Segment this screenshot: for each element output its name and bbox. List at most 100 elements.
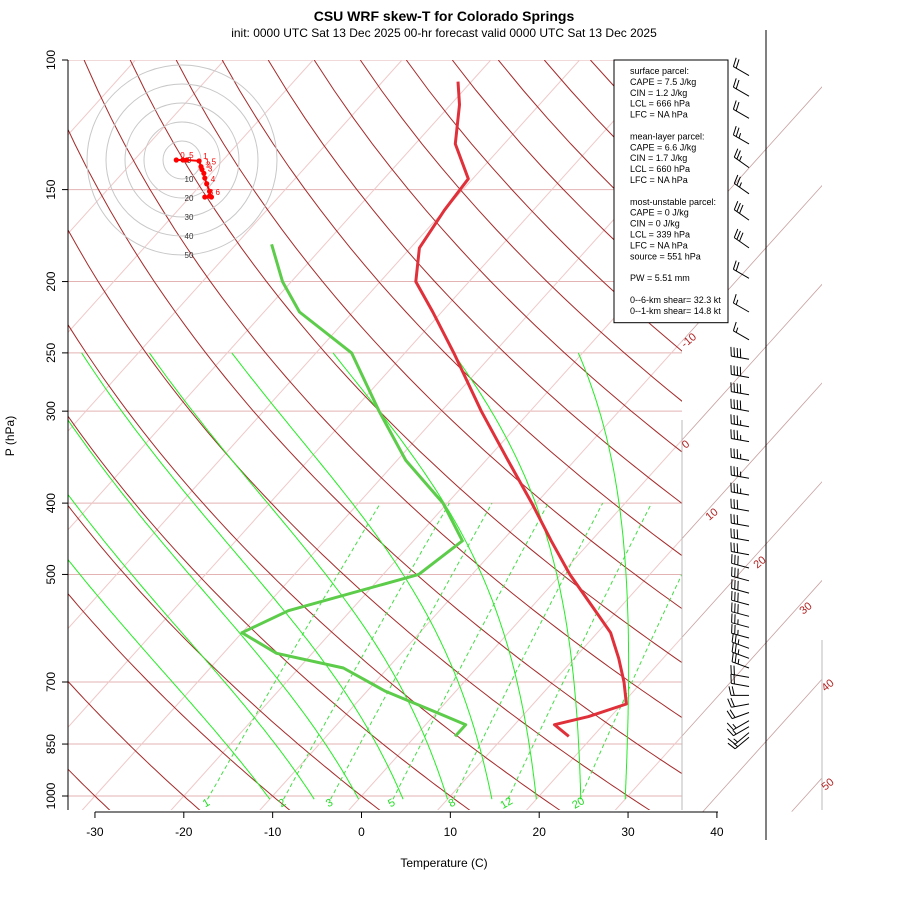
y-tick-label: 200 — [44, 271, 58, 291]
x-axis-label: Temperature (C) — [400, 856, 487, 870]
wind-barb — [730, 674, 750, 687]
isotherm-line — [348, 439, 682, 810]
dry-adiabat — [867, 60, 900, 812]
x-tick-label: 30 — [621, 825, 635, 839]
dry-adiabat — [68, 504, 381, 810]
wind-barb — [732, 125, 750, 145]
wind-barb — [731, 642, 750, 659]
hodograph-ring-label: 10 — [185, 175, 194, 184]
parcel-info-line: CIN = 0 J/kg — [630, 219, 680, 229]
mixing-ratio-label: 2 — [277, 797, 288, 810]
mixing-ratio-line — [283, 502, 450, 800]
isotherm-line — [614, 735, 682, 810]
moist-adiabats — [68, 352, 630, 800]
parcel-info-line: PW = 5.51 mm — [630, 273, 690, 283]
moist-adiabat — [452, 352, 582, 800]
y-tick-label: 250 — [44, 343, 58, 363]
wind-barb — [730, 498, 750, 512]
dry-adiabat — [267, 60, 682, 505]
dry-adiabat — [83, 60, 682, 719]
dry-adiabat — [68, 128, 682, 775]
isotherms — [68, 60, 682, 810]
hodograph-ring — [86, 64, 278, 256]
wind-barb — [733, 174, 750, 195]
x-tick-label: 40 — [710, 825, 724, 839]
mixing-ratio-label: 5 — [386, 797, 397, 810]
wind-barb — [731, 632, 750, 649]
x-tick-label: 10 — [444, 825, 458, 839]
wind-barb — [728, 686, 749, 696]
hodograph-point — [180, 157, 186, 163]
wind-barb — [732, 78, 750, 97]
y-tick-label: 300 — [44, 401, 58, 421]
hodograph-point-label: 4 — [211, 175, 216, 184]
y-tick-label: 100 — [44, 50, 58, 70]
wind-barb — [730, 414, 750, 428]
wind-barb — [726, 709, 750, 720]
x-tick-label: -30 — [86, 825, 104, 839]
y-tick-label: 500 — [44, 564, 58, 584]
y-tick-label: 850 — [44, 734, 58, 754]
moist-adiabat — [68, 558, 271, 800]
wind-barb — [730, 365, 750, 378]
parcel-info-line: mean-layer parcel: — [630, 131, 705, 141]
wind-barb — [731, 624, 750, 639]
isotherm-label: 10 — [704, 506, 721, 523]
parcel-info-line: surface parcel: — [630, 66, 689, 76]
wind-barb — [730, 513, 750, 527]
hodograph-ring — [105, 83, 259, 237]
parcel-info-line: most-unstable parcel: — [630, 197, 716, 207]
y-axis-label: P (hPa) — [3, 416, 17, 456]
wind-barb — [730, 448, 750, 461]
isotherm-line-ext — [791, 777, 822, 812]
parcel-info-line: CIN = 1.7 J/kg — [630, 153, 687, 163]
isotherm-line-ext — [682, 382, 822, 540]
dewpoint-profile — [240, 243, 468, 738]
mixing-ratio-label: 1 — [201, 797, 212, 810]
hodograph-point-label: .5 — [187, 151, 194, 160]
parcel-info-line: CAPE = 0 J/kg — [630, 208, 689, 218]
wind-barb — [727, 736, 750, 750]
dry-adiabat — [68, 680, 201, 810]
isotherm-line — [170, 241, 682, 810]
wind-barb — [731, 602, 750, 617]
parcel-info-line: LFC = NA hPa — [630, 175, 688, 185]
parcel-info-line: LCL = 339 hPa — [630, 230, 690, 240]
wind-barb — [726, 726, 750, 737]
isotherm-line — [525, 636, 682, 810]
hodograph-point — [201, 170, 207, 176]
moist-adiabat — [577, 352, 630, 800]
mixing-ratio-label: 8 — [447, 797, 458, 810]
mixing-ratio-label: 20 — [570, 795, 587, 812]
isotherm-line-ext — [702, 678, 822, 812]
parcel-info-frame — [613, 59, 729, 324]
isotherm-label: 30 — [798, 600, 815, 617]
moist-adiabat — [81, 352, 404, 800]
mixing-ratio-label: 3 — [324, 797, 335, 810]
wind-barb — [733, 201, 750, 221]
x-tick-label: -20 — [175, 825, 193, 839]
mixing-ratio-label: 12 — [498, 795, 515, 812]
hodograph-point — [202, 194, 208, 200]
dry-adiabat — [68, 323, 561, 810]
hodograph-ring-label: 50 — [185, 251, 194, 260]
moist-adiabat — [68, 419, 360, 800]
moist-adiabat — [231, 352, 493, 800]
hodograph-point-label: 6 — [215, 188, 220, 197]
hodograph-point — [184, 157, 190, 163]
wind-barb — [730, 542, 750, 556]
dry-adiabat — [821, 60, 900, 812]
parcel-info-line: LFC = NA hPa — [630, 240, 688, 250]
hodograph-point-label: 0 — [180, 151, 185, 160]
parcel-info-line: CIN = 1.2 J/kg — [630, 88, 687, 98]
wind-barb — [731, 652, 750, 669]
wind-barb — [731, 579, 750, 594]
isotherm-line — [68, 60, 492, 531]
extended-isotherms — [682, 86, 822, 812]
profiles — [240, 81, 628, 738]
dry-adiabat — [359, 60, 682, 402]
hodograph-point-label: 3 — [208, 164, 213, 173]
